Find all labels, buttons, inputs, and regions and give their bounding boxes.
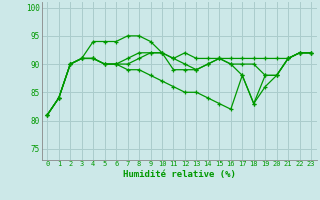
X-axis label: Humidité relative (%): Humidité relative (%) bbox=[123, 170, 236, 179]
